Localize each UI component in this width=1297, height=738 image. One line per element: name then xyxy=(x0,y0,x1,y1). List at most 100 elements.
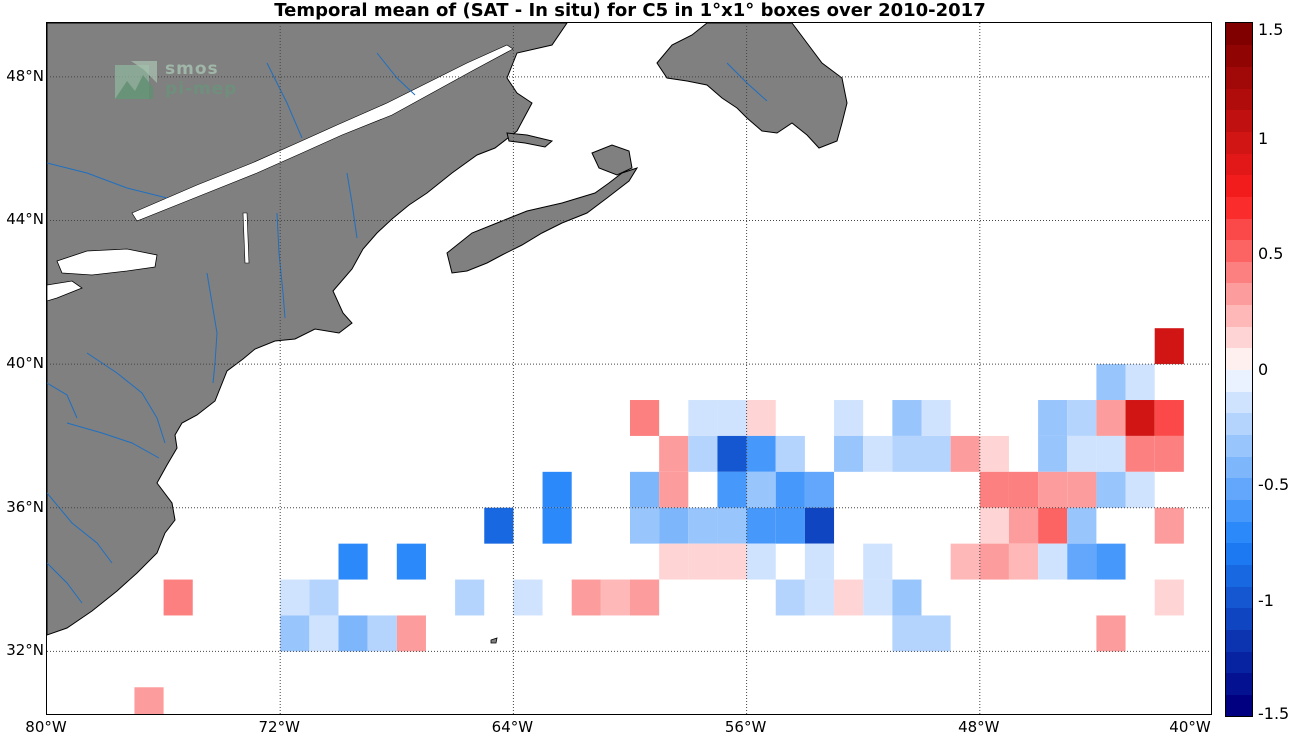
logo-text-smos: smos xyxy=(165,59,219,79)
anomaly-cell xyxy=(1038,435,1068,472)
anomaly-cell xyxy=(979,507,1009,544)
colorbar-step xyxy=(1226,261,1252,284)
river-hudson xyxy=(206,272,218,384)
anomaly-cell xyxy=(542,507,572,544)
anomaly-cell xyxy=(1154,579,1184,616)
smos-pimep-logo: smos pi-mep xyxy=(113,59,253,109)
anomaly-cell xyxy=(746,543,776,580)
anomaly-cell xyxy=(921,400,951,436)
latitude-label: 40°N xyxy=(6,354,44,373)
anomaly-cell xyxy=(1125,364,1155,401)
anomaly-cell xyxy=(630,400,660,436)
latitude-label: 48°N xyxy=(6,66,44,85)
anomaly-cell xyxy=(630,471,660,508)
anomaly-cell xyxy=(659,435,689,472)
anomaly-cell xyxy=(892,400,922,436)
anomaly-cell xyxy=(717,507,747,544)
st-lawrence xyxy=(131,44,514,222)
logo-text-pimep: pi-mep xyxy=(165,79,238,99)
anomaly-cell xyxy=(1154,507,1184,544)
colorbar-step xyxy=(1226,564,1252,587)
colorbar-step xyxy=(1226,477,1252,501)
anomaly-cell xyxy=(659,507,689,544)
colorbar-step xyxy=(1226,109,1252,132)
colorbar-step xyxy=(1226,412,1252,436)
anomaly-cell xyxy=(892,579,922,616)
anomaly-cell xyxy=(717,471,747,508)
anomaly-cell xyxy=(717,435,747,472)
anomaly-cell xyxy=(746,435,776,472)
anomaly-cell xyxy=(804,579,835,616)
anomaly-cell xyxy=(134,687,164,714)
colorbar-step xyxy=(1226,174,1252,197)
colorbar-tick-label: -1.5 xyxy=(1258,704,1290,723)
river-susquehanna xyxy=(86,352,166,444)
anomaly-cell xyxy=(834,579,864,616)
river-ottawa xyxy=(47,162,168,199)
anomaly-cell xyxy=(863,579,893,616)
colorbar-step xyxy=(1226,44,1252,67)
anomaly-cell xyxy=(1096,615,1126,652)
anomaly-cell xyxy=(746,507,776,544)
colorbar-step xyxy=(1226,672,1252,695)
colorbar-step xyxy=(1226,66,1252,89)
anomaly-cell xyxy=(921,435,951,472)
anomaly-cell xyxy=(1154,328,1184,365)
anomaly-cell xyxy=(163,579,193,616)
anomaly-cell xyxy=(834,435,864,472)
anomaly-cell xyxy=(1038,400,1068,436)
anomaly-cell xyxy=(688,507,718,544)
colorbar-step xyxy=(1226,607,1252,630)
anomaly-cell xyxy=(804,543,835,580)
colorbar-step xyxy=(1226,521,1252,544)
river-quebec xyxy=(266,62,303,139)
colorbar-step xyxy=(1226,152,1252,176)
anomaly-cell xyxy=(688,435,718,472)
map-panel[interactable]: smos pi-mep xyxy=(46,22,1212,715)
anomaly-cell xyxy=(1067,471,1097,508)
anomaly-cell xyxy=(1067,435,1097,472)
anomaly-cell xyxy=(280,615,310,652)
latitude-label: 36°N xyxy=(6,497,44,516)
colorbar-tick-label: 0 xyxy=(1258,359,1269,379)
anomaly-cell xyxy=(542,471,572,508)
anomaly-cell xyxy=(1096,364,1126,401)
anomaly-cell xyxy=(309,615,339,652)
river-connecticut xyxy=(276,212,286,319)
logo-mark-icon xyxy=(115,61,157,99)
anomaly-cell xyxy=(688,400,718,436)
anomaly-cell xyxy=(338,543,368,580)
anomaly-cell xyxy=(1008,543,1039,580)
longitude-label: 80°W xyxy=(25,718,67,736)
colorbar-step xyxy=(1226,87,1252,111)
anomaly-cell xyxy=(1038,543,1068,580)
anomaly-cell xyxy=(1125,435,1155,472)
colorbar-step xyxy=(1226,217,1252,241)
anomaly-cell xyxy=(804,507,835,544)
longitude-label: 40°W xyxy=(1169,718,1211,736)
anomaly-cell xyxy=(863,543,893,580)
anomaly-cell xyxy=(688,543,718,580)
anomaly-cell xyxy=(717,400,747,436)
latitude-label: 44°N xyxy=(6,210,44,229)
bermuda xyxy=(490,637,498,644)
longitude-label: 64°W xyxy=(491,718,534,736)
map-canvas[interactable] xyxy=(47,23,1212,715)
anomaly-cell xyxy=(338,615,368,652)
anomaly-cell xyxy=(863,435,893,472)
river-saguenay xyxy=(376,52,416,96)
newfoundland xyxy=(656,23,848,149)
anomaly-cell xyxy=(921,615,951,652)
anomaly-cells xyxy=(134,328,1184,714)
anomaly-cell xyxy=(1038,507,1068,544)
colorbar-step xyxy=(1226,456,1252,479)
anomaly-cell xyxy=(804,471,835,508)
anomaly-cell xyxy=(1125,400,1155,436)
colorbar-step xyxy=(1226,651,1252,674)
anomaly-cell xyxy=(1096,435,1126,472)
anomaly-cell xyxy=(1096,543,1126,580)
colorbar-step xyxy=(1226,499,1252,522)
colorbar-step xyxy=(1226,629,1252,652)
anomaly-cell xyxy=(396,543,426,580)
colorbar-tick-label: 1 xyxy=(1258,128,1269,148)
